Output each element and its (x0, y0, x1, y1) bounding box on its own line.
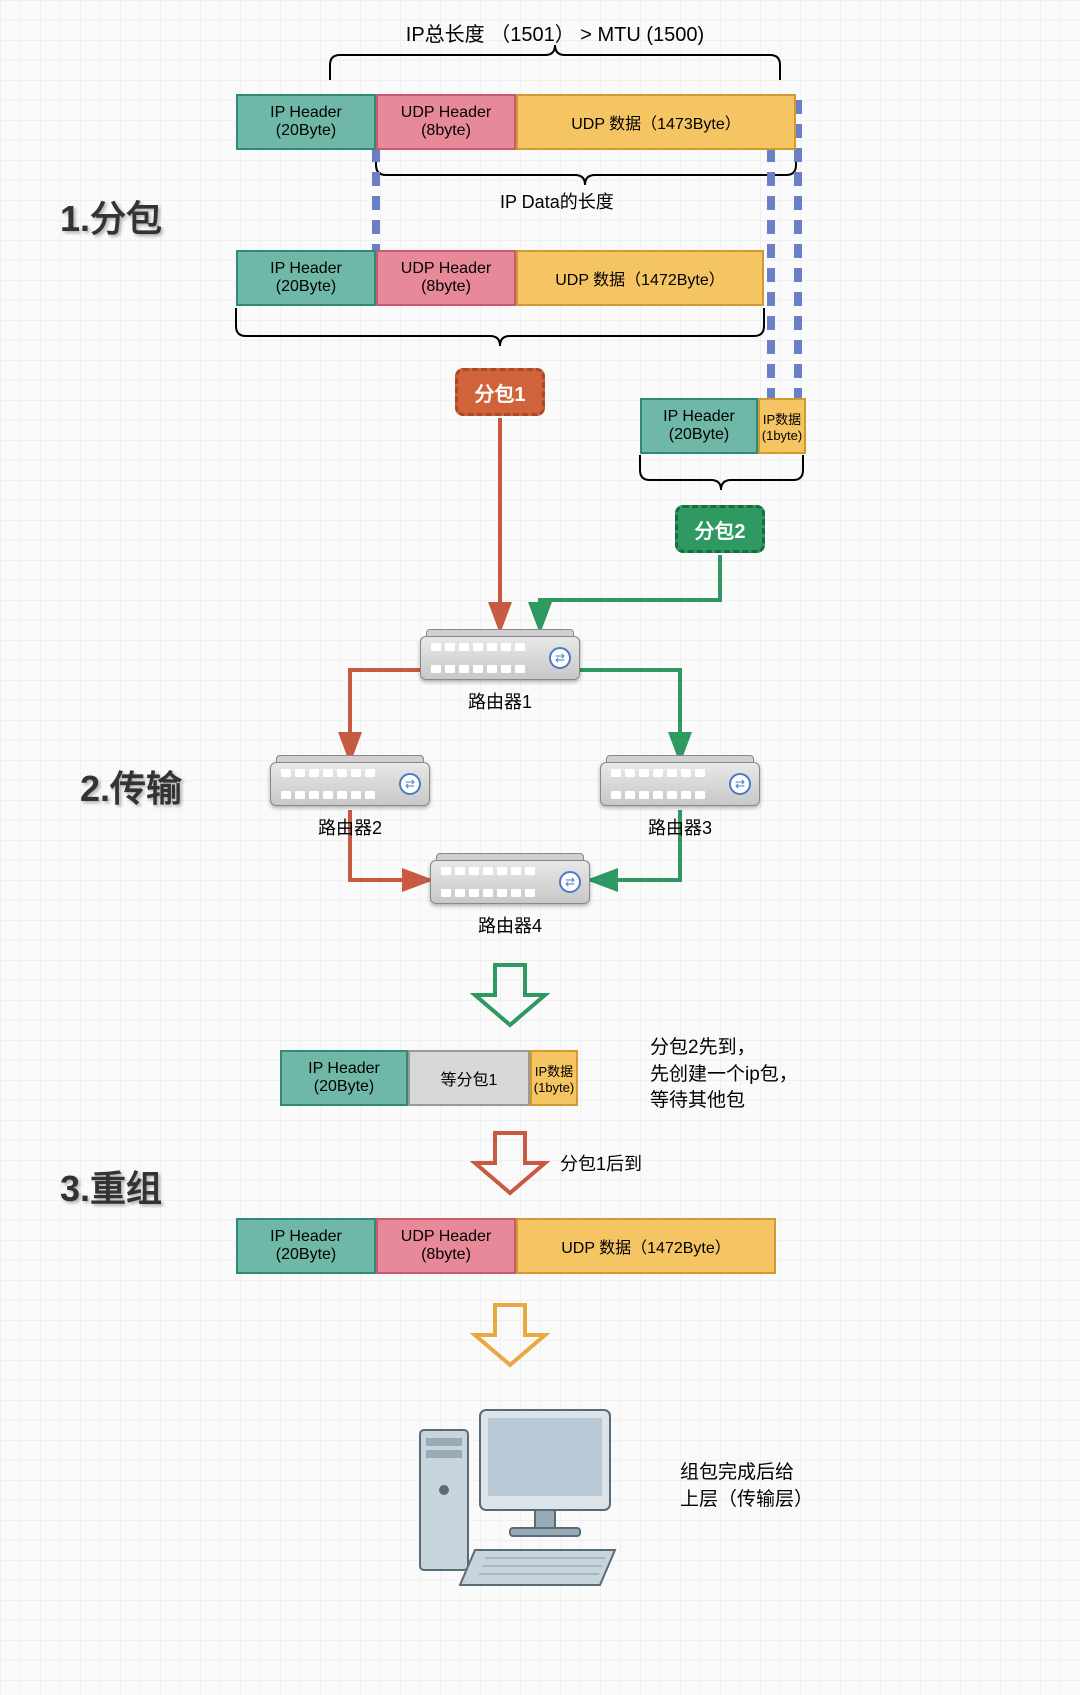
router-1: ⇄ 路由器1 (420, 636, 580, 714)
section2-title: 2.传输 (80, 760, 182, 812)
udp-data-1: UDP 数据（1473Byte） (516, 94, 796, 150)
udp-hdr-l2: (8byte) (421, 122, 471, 140)
udp-data-final: UDP 数据（1472Byte） (516, 1218, 776, 1274)
ip-hdr-l1: IP Header (270, 104, 342, 122)
note3: 组包完成后给 上层（传输层） (680, 1460, 813, 1513)
router-2: ⇄ 路由器2 (270, 762, 430, 840)
ip-header-final: IP Header (20Byte) (236, 1218, 376, 1274)
ip-header-wait: IP Header (20Byte) (280, 1050, 408, 1106)
arrow-down-red (470, 1128, 550, 1198)
udp-header-2: UDP Header (8byte) (376, 250, 516, 306)
ip-header-3: IP Header (20Byte) (640, 398, 758, 454)
wait-frag1: 等分包1 (408, 1050, 530, 1106)
note2: 分包1后到 (560, 1150, 642, 1176)
udp-data-1473: UDP 数据（1473Byte） (571, 110, 741, 134)
udp-data-2: UDP 数据（1472Byte） (516, 250, 764, 306)
udp-header-1: UDP Header (8byte) (376, 94, 516, 150)
ip-data-1b-wait: IP数据 (1byte) (530, 1050, 578, 1106)
title-text: IP总长度 （1501） > MTU (1500) (330, 18, 780, 47)
ip-data-1b: IP数据 (1byte) (758, 398, 806, 454)
arrow-down-green (470, 960, 550, 1030)
router-3: ⇄ 路由器3 (600, 762, 760, 840)
computer-icon (400, 1390, 620, 1610)
ip-hdr-l2: (20Byte) (276, 122, 336, 140)
udp-hdr-l1: UDP Header (401, 104, 491, 122)
section1-title: 1.分包 (60, 190, 162, 242)
arrow-down-yellow (470, 1300, 550, 1370)
udp-header-final: UDP Header (8byte) (376, 1218, 516, 1274)
frag2-label: 分包2 (675, 505, 765, 553)
frag1-label: 分包1 (455, 368, 545, 416)
ip-header-2: IP Header (20Byte) (236, 250, 376, 306)
router-4: ⇄ 路由器4 (430, 860, 590, 938)
ip-header-1: IP Header (20Byte) (236, 94, 376, 150)
ip-data-label: IP Data的长度 (500, 188, 614, 214)
section3-title: 3.重组 (60, 1160, 162, 1212)
note1: 分包2先到， 先创建一个ip包， 等待其他包 (650, 1035, 798, 1115)
